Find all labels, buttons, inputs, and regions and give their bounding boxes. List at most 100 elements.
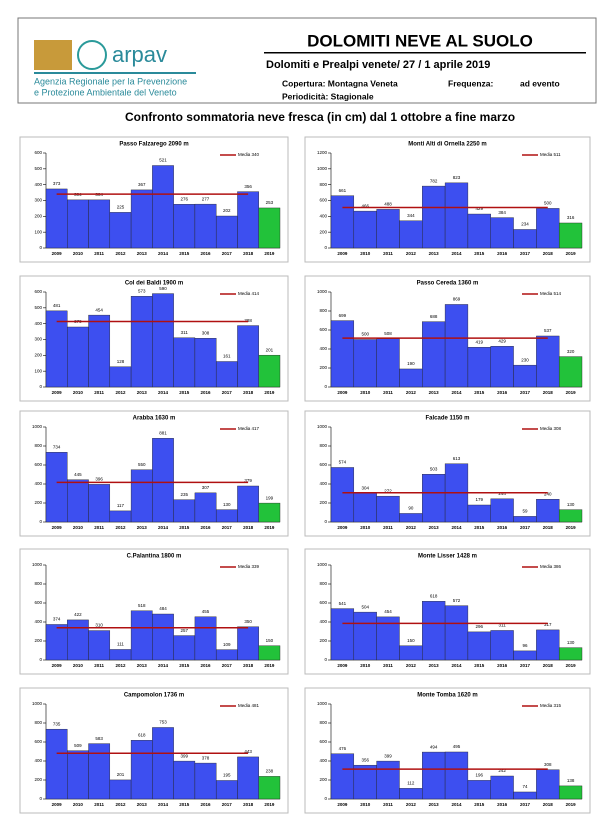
bar [536, 208, 560, 249]
x-tick-label: 2016 [497, 390, 508, 395]
x-tick-label: 2019 [264, 802, 275, 807]
value-label: 374 [53, 617, 61, 622]
value-label: 399 [384, 753, 392, 758]
x-tick-label: 2016 [201, 802, 212, 807]
x-tick-label: 2009 [337, 251, 348, 256]
bar [399, 788, 423, 800]
y-tick-label: 0 [39, 796, 42, 801]
x-tick-label: 2015 [474, 525, 485, 530]
y-tick-label: 300 [34, 198, 42, 203]
x-tick-label: 2012 [115, 525, 126, 530]
x-tick-label: 2015 [179, 251, 190, 256]
x-tick-label: 2019 [566, 390, 577, 395]
y-tick-label: 800 [34, 720, 42, 725]
bar [490, 775, 514, 800]
x-tick-label: 2015 [474, 251, 485, 256]
value-label: 688 [430, 314, 438, 319]
bar [444, 182, 469, 249]
y-tick-label: 600 [34, 739, 42, 744]
x-tick-label: 2011 [94, 663, 104, 668]
value-label: 257 [181, 628, 189, 633]
y-tick-label: 100 [34, 368, 42, 373]
x-tick-label: 2012 [406, 251, 417, 256]
x-tick-label: 2011 [383, 802, 393, 807]
value-label: 130 [223, 502, 231, 507]
value-label: 225 [117, 205, 125, 210]
value-label: 367 [138, 182, 146, 187]
y-tick-label: 0 [324, 657, 327, 662]
value-label: 503 [430, 466, 438, 471]
x-tick-label: 2013 [429, 251, 440, 256]
x-tick-label: 2017 [222, 390, 233, 395]
value-label: 230 [521, 357, 529, 362]
y-tick-label: 800 [319, 182, 327, 187]
x-tick-label: 2009 [52, 390, 63, 395]
x-tick-label: 2013 [137, 251, 148, 256]
y-tick-label: 200 [34, 638, 42, 643]
bar [490, 346, 514, 388]
chart-title: Monte Tomba 1620 m [417, 693, 478, 699]
y-tick-label: 200 [319, 229, 327, 234]
value-label: 59 [522, 509, 528, 514]
value-label: 422 [74, 612, 82, 617]
y-tick-label: 0 [324, 384, 327, 389]
x-tick-label: 2018 [543, 525, 554, 530]
value-label: 150 [266, 638, 274, 643]
bar [536, 629, 560, 661]
bar [376, 495, 400, 523]
bar [513, 650, 537, 661]
value-label: 494 [430, 744, 438, 749]
x-tick-label: 2014 [158, 251, 169, 256]
value-label: 356 [244, 184, 252, 189]
bar [194, 762, 217, 800]
value-label: 150 [407, 638, 415, 643]
y-tick-label: 1000 [317, 701, 328, 706]
x-tick-label: 2018 [543, 802, 554, 807]
x-tick-label: 2016 [497, 663, 508, 668]
y-tick-label: 400 [319, 481, 327, 486]
value-label: 396 [95, 477, 103, 482]
value-label: 384 [498, 210, 506, 215]
x-tick-label: 2013 [429, 390, 440, 395]
value-label: 276 [181, 196, 189, 201]
bar [215, 780, 238, 800]
y-tick-label: 600 [319, 739, 327, 744]
x-tick-label: 2016 [497, 802, 508, 807]
bar [88, 743, 111, 800]
bar [353, 611, 377, 661]
x-tick-label: 2009 [52, 802, 63, 807]
value-label: 235 [181, 492, 189, 497]
x-tick-label: 2009 [337, 663, 348, 668]
value-label: 201 [266, 347, 274, 352]
value-label: 179 [476, 497, 484, 502]
value-label: 378 [202, 755, 210, 760]
legend-label: Media 340 [238, 152, 260, 157]
x-tick-label: 2009 [337, 525, 348, 530]
bar [467, 213, 491, 249]
value-label: 445 [74, 472, 82, 477]
value-label: 869 [453, 297, 461, 302]
value-label: 244 [498, 491, 506, 496]
value-label: 130 [567, 502, 575, 507]
value-label: 466 [361, 203, 369, 208]
value-label: 199 [266, 495, 274, 500]
legend-label: Media 386 [540, 564, 562, 569]
doc-subtitle: Dolomiti e Prealpi venete/ 27 / 1 aprile… [266, 59, 490, 71]
x-tick-label: 2011 [94, 802, 104, 807]
value-label: 429 [476, 206, 484, 211]
x-tick-label: 2019 [264, 390, 275, 395]
bar [45, 624, 68, 661]
y-tick-label: 200 [319, 638, 327, 643]
value-label: 272 [384, 488, 392, 493]
value-label: 583 [95, 736, 103, 741]
x-tick-label: 2017 [520, 390, 531, 395]
y-tick-label: 500 [34, 166, 42, 171]
bar [45, 452, 68, 523]
chart-title: Passo Falzarego 2090 m [119, 142, 188, 148]
bar [215, 361, 238, 388]
logo-rule [34, 72, 196, 74]
value-label: 454 [95, 307, 103, 312]
bar [130, 469, 153, 523]
legend-label: Media 315 [540, 703, 562, 708]
value-label: 661 [339, 188, 347, 193]
